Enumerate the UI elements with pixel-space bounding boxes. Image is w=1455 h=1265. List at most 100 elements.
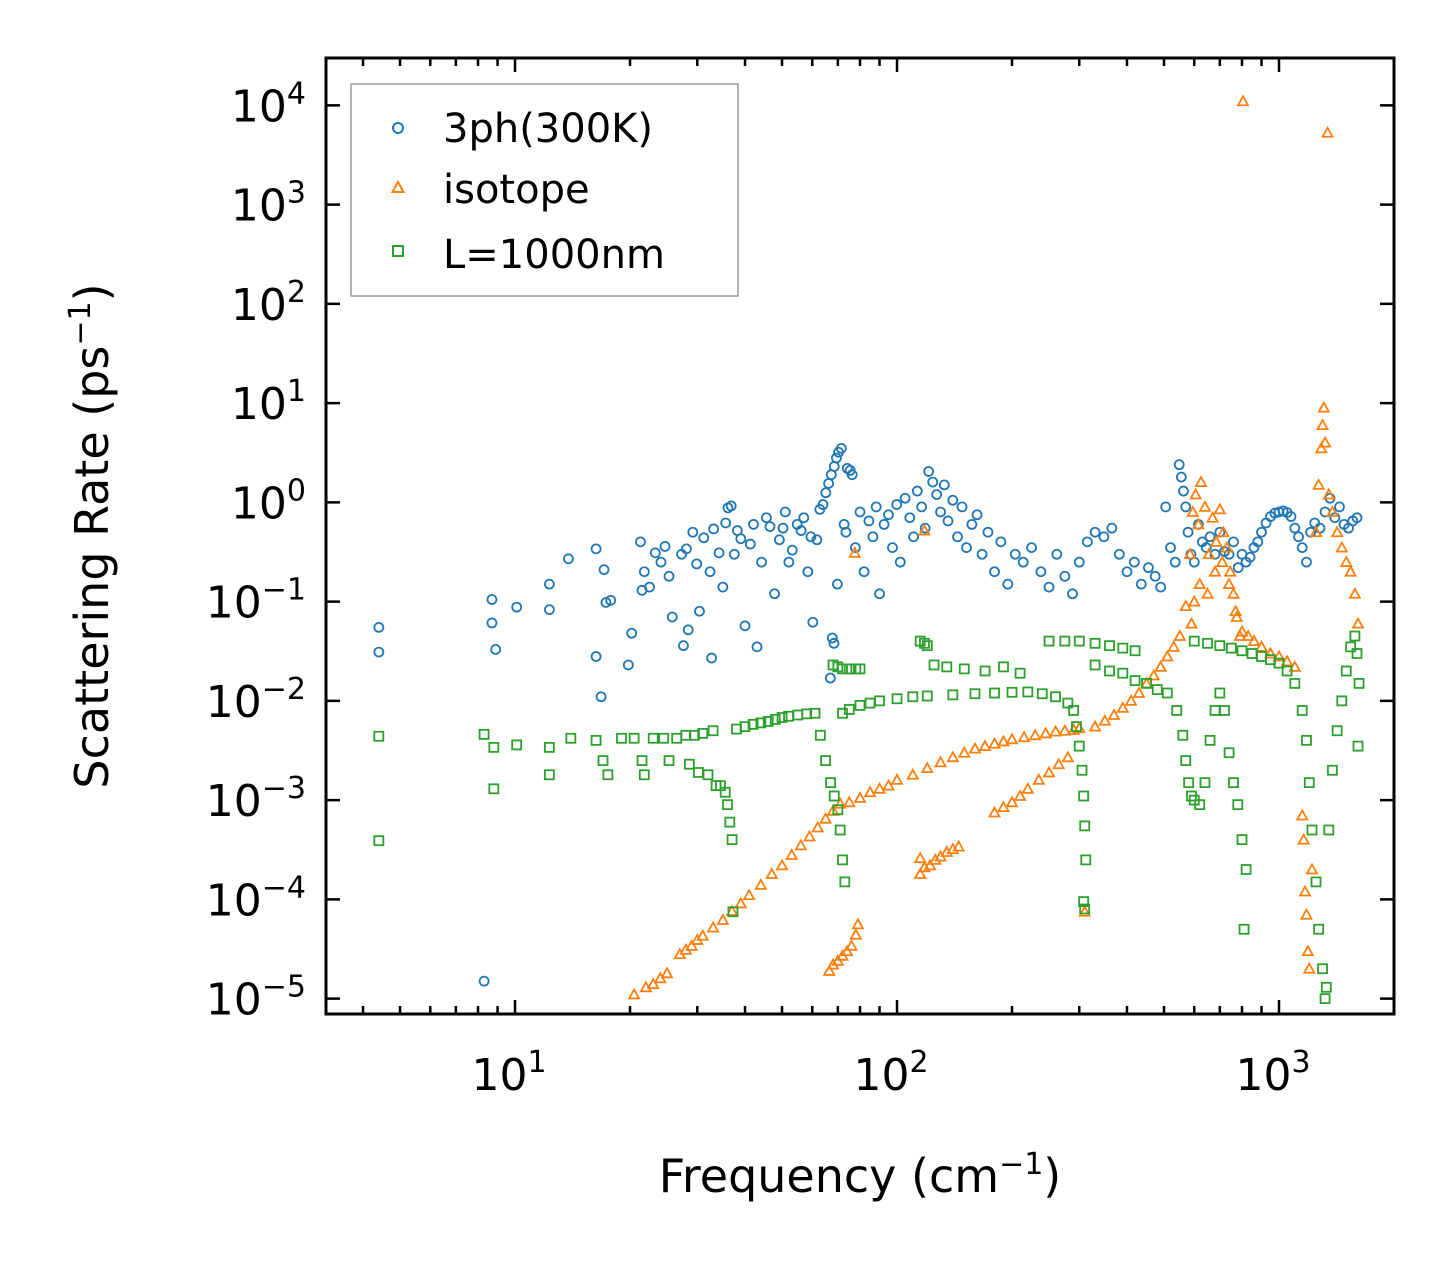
data-point xyxy=(1201,586,1215,599)
data-point xyxy=(1013,789,1027,801)
data-point xyxy=(978,739,992,752)
data-point xyxy=(931,489,943,500)
data-point xyxy=(704,566,716,578)
data-point xyxy=(543,604,555,616)
data-point xyxy=(957,745,971,758)
data-point xyxy=(1089,659,1101,671)
data-point xyxy=(961,542,972,554)
data-point xyxy=(1348,586,1362,599)
data-point xyxy=(867,531,879,543)
data-point xyxy=(874,695,885,707)
data-point xyxy=(913,851,927,864)
data-point xyxy=(873,781,887,794)
legend-label: isotope xyxy=(443,167,590,213)
data-point xyxy=(660,966,674,979)
data-point xyxy=(678,640,689,652)
data-point xyxy=(1142,562,1154,574)
data-point xyxy=(1289,677,1301,689)
data-point xyxy=(1293,531,1304,543)
data-point xyxy=(1183,777,1195,789)
data-point xyxy=(1238,923,1250,935)
y-tick-label: 100 xyxy=(231,473,306,529)
x-tick-label: 101 xyxy=(471,1045,546,1101)
data-point xyxy=(1223,548,1235,560)
data-point xyxy=(713,547,725,559)
data-point xyxy=(1028,728,1042,741)
data-point xyxy=(844,939,859,951)
data-point xyxy=(1334,501,1345,513)
data-point xyxy=(1330,525,1344,538)
data-point xyxy=(683,758,695,770)
data-point xyxy=(881,778,896,791)
data-point xyxy=(831,578,843,590)
data-point xyxy=(854,700,866,711)
data-point xyxy=(636,755,648,767)
data-point xyxy=(811,534,823,546)
data-point xyxy=(638,769,650,781)
data-point xyxy=(720,517,732,529)
data-point xyxy=(831,452,842,464)
data-point xyxy=(1214,687,1226,699)
data-point xyxy=(1165,542,1176,554)
data-point xyxy=(1310,876,1322,888)
data-point xyxy=(622,659,634,671)
data-point xyxy=(748,518,759,530)
data-point xyxy=(681,543,692,555)
data-point xyxy=(1256,526,1267,538)
data-point xyxy=(627,987,641,1000)
data-point xyxy=(1216,525,1230,538)
data-point xyxy=(1021,781,1035,794)
data-point xyxy=(894,556,906,568)
data-point xyxy=(1107,708,1121,720)
legend-entry-isotope: isotope xyxy=(390,167,590,213)
data-point xyxy=(1089,637,1101,649)
data-point xyxy=(1171,705,1183,716)
data-point xyxy=(1223,747,1235,759)
data-point xyxy=(1167,640,1181,652)
data-point xyxy=(1005,795,1019,808)
data-point xyxy=(565,732,577,744)
data-point xyxy=(1135,578,1147,590)
data-point xyxy=(769,588,780,600)
data-point xyxy=(488,783,500,795)
data-point xyxy=(1206,510,1220,523)
data-point xyxy=(846,469,858,481)
data-point xyxy=(1005,732,1019,745)
data-point xyxy=(1317,400,1331,413)
data-point xyxy=(1014,667,1026,679)
data-point xyxy=(1175,471,1187,483)
data-point xyxy=(952,531,963,543)
data-point xyxy=(785,848,799,860)
data-point xyxy=(1076,764,1088,776)
data-point xyxy=(1215,555,1229,568)
data-point xyxy=(807,616,819,628)
data-point xyxy=(691,558,703,570)
y-tick-label: 10−1 xyxy=(206,573,306,629)
data-point xyxy=(837,663,848,675)
data-point xyxy=(1098,713,1112,726)
data-point xyxy=(1316,418,1330,431)
data-point xyxy=(820,487,832,499)
data-point xyxy=(1129,645,1141,657)
data-point xyxy=(1154,660,1168,672)
data-point xyxy=(666,611,678,623)
data-point xyxy=(725,500,737,512)
data-point xyxy=(996,734,1011,747)
data-point xyxy=(543,769,555,781)
data-point xyxy=(1204,734,1216,746)
data-point xyxy=(1345,641,1357,653)
data-point xyxy=(947,689,959,701)
data-point xyxy=(798,512,810,524)
data-point xyxy=(747,718,759,730)
data-point xyxy=(828,790,840,802)
data-point xyxy=(1106,522,1118,534)
data-point xyxy=(687,526,699,538)
data-point xyxy=(1104,640,1115,652)
data-point xyxy=(751,641,763,653)
data-point xyxy=(1236,834,1248,846)
data-point xyxy=(786,544,798,556)
data-point xyxy=(488,741,500,753)
data-point xyxy=(635,536,646,548)
data-point xyxy=(1322,487,1336,500)
data-point xyxy=(946,750,960,763)
